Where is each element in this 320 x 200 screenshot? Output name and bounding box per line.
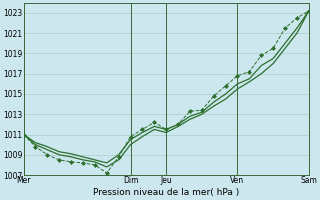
- X-axis label: Pression niveau de la mer( hPa ): Pression niveau de la mer( hPa ): [93, 188, 239, 197]
